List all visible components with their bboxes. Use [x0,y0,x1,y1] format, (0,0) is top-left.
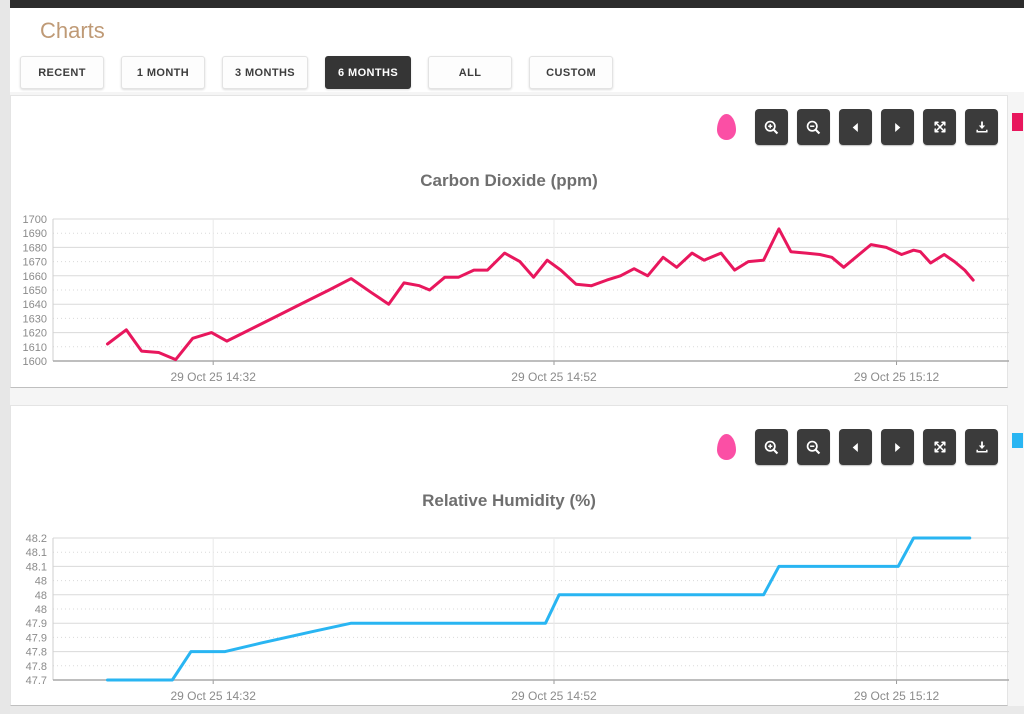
svg-text:1610: 1610 [23,342,47,354]
chart-title: Carbon Dioxide (ppm) [420,171,598,190]
page-header: Charts RECENT 1 MONTH 3 MONTHS 6 MONTHS … [10,8,1024,92]
range-button-custom[interactable]: CUSTOM [529,56,614,89]
zoom-in-icon [764,120,779,134]
svg-text:29 Oct 25 15:12: 29 Oct 25 15:12 [854,370,940,384]
reset-zoom-button[interactable] [923,109,956,145]
pan-left-icon [852,122,858,132]
page: Charts RECENT 1 MONTH 3 MONTHS 6 MONTHS … [10,0,1024,714]
svg-text:47.9: 47.9 [26,618,47,630]
svg-text:48: 48 [35,576,47,588]
svg-text:1680: 1680 [23,242,47,254]
pan-left-button[interactable] [839,109,872,145]
svg-text:47.8: 47.8 [26,647,47,659]
download-icon [975,121,988,133]
zoom-out-icon [806,120,821,134]
zoom-out-icon [806,440,821,454]
svg-text:1670: 1670 [23,257,47,269]
legend-color-chip[interactable] [1012,433,1023,448]
sensor-egg-icon [717,434,736,460]
svg-text:29 Oct 25 14:32: 29 Oct 25 14:32 [170,370,256,384]
co2-chart-card: Carbon Dioxide (ppm) 1700 1690 1680 1670 166… [10,95,1023,388]
chart-toolbar [11,429,998,465]
svg-text:48.1: 48.1 [26,547,47,559]
pan-left-button[interactable] [839,429,872,465]
humidity-chart-card: Relative Humidity (%) 48.2 48.1 48.1 48 48 48… [10,405,1023,706]
pan-right-button[interactable] [881,429,914,465]
svg-text:1630: 1630 [23,313,47,325]
chart-toolbar-buttons [755,109,998,145]
svg-text:29 Oct 25 14:52: 29 Oct 25 14:52 [511,689,597,703]
svg-text:48: 48 [35,604,47,616]
chart-title: Relative Humidity (%) [422,491,596,510]
zoom-in-button[interactable] [755,429,788,465]
zoom-out-button[interactable] [797,109,830,145]
top-bar [10,0,1024,8]
chart-toolbar [11,109,998,145]
svg-text:1650: 1650 [23,285,47,297]
pan-right-icon [895,122,901,132]
sensor-egg-icon [717,114,736,140]
legend-color-chip[interactable] [1012,113,1023,131]
download-button[interactable] [965,429,998,465]
pan-right-icon [895,442,901,452]
svg-text:47.7: 47.7 [26,675,47,687]
zoom-in-button[interactable] [755,109,788,145]
range-button-1-month[interactable]: 1 MONTH [121,56,205,89]
svg-text:1640: 1640 [23,299,47,311]
svg-text:1600: 1600 [23,356,47,368]
page-footer-gap [10,706,1024,714]
reset-zoom-icon [933,121,946,133]
reset-zoom-icon [933,441,946,453]
humidity-line-chart[interactable]: 48.2 48.1 48.1 48 48 48 47.9 47.9 47.8 47.8 47.7 29… [11,530,1009,711]
range-button-all[interactable]: ALL [428,56,513,89]
svg-text:29 Oct 25 14:52: 29 Oct 25 14:52 [511,370,597,384]
zoom-out-button[interactable] [797,429,830,465]
download-button[interactable] [965,109,998,145]
range-button-6-months[interactable]: 6 MONTHS [325,56,412,89]
zoom-in-icon [764,440,779,454]
svg-text:47.9: 47.9 [26,632,47,644]
svg-text:48: 48 [35,590,47,602]
svg-text:29 Oct 25 15:12: 29 Oct 25 15:12 [854,689,940,703]
svg-text:1660: 1660 [23,271,47,283]
page-title: Charts [40,18,105,43]
download-icon [975,441,988,453]
svg-text:1620: 1620 [23,328,47,340]
reset-zoom-button[interactable] [923,429,956,465]
svg-text:47.8: 47.8 [26,661,47,673]
pan-left-icon [852,442,858,452]
range-button-3-months[interactable]: 3 MONTHS [222,56,309,89]
co2-line-chart[interactable]: 1700 1690 1680 1670 1660 1650 1640 1630 1620 1610… [11,211,1009,392]
svg-text:1690: 1690 [23,228,47,240]
time-range-button-row: RECENT 1 MONTH 3 MONTHS 6 MONTHS ALL CUS… [20,56,1024,89]
svg-text:29 Oct 25 14:32: 29 Oct 25 14:32 [170,689,256,703]
svg-text:48.2: 48.2 [26,533,47,545]
range-button-recent[interactable]: RECENT [20,56,104,89]
svg-text:48.1: 48.1 [26,561,47,573]
svg-text:1700: 1700 [23,214,47,226]
chart-toolbar-buttons [755,429,998,465]
pan-right-button[interactable] [881,109,914,145]
